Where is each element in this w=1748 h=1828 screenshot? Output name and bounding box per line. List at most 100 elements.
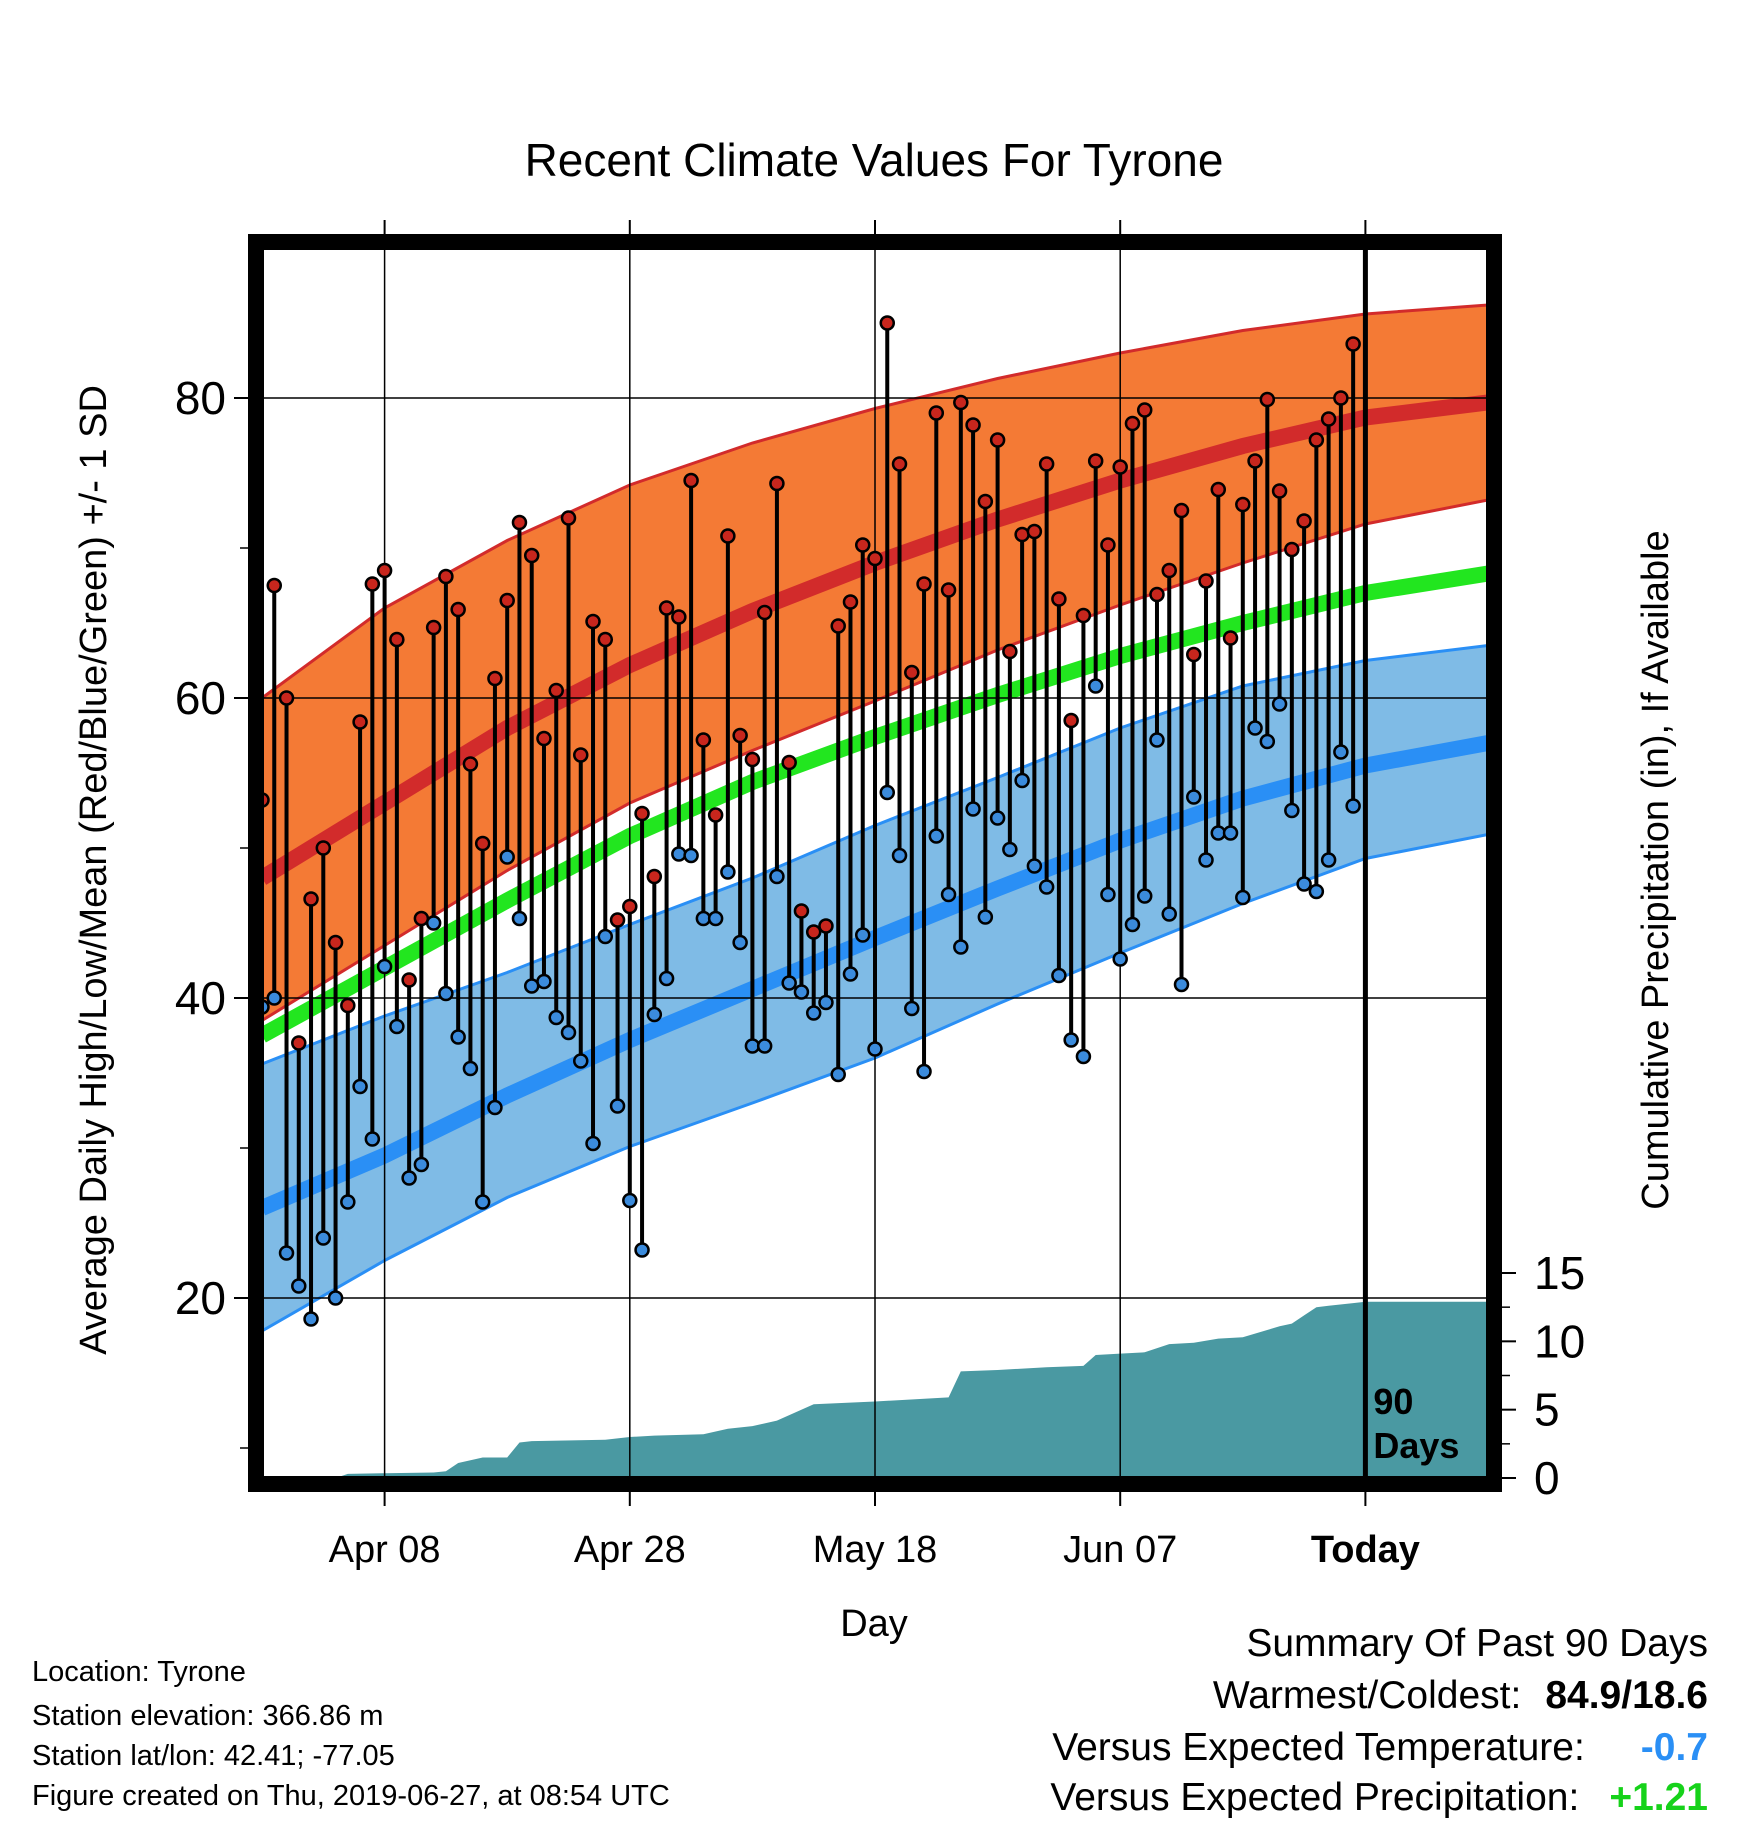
observed-high-point [1014, 526, 1030, 543]
observed-high-point [1247, 453, 1263, 469]
x-tick-label: May 18 [813, 1529, 938, 1571]
observed-high-point [450, 601, 466, 618]
observed-high-point [1136, 402, 1153, 418]
observed-high-point [1296, 513, 1312, 529]
today-annotation-count: 90 [1373, 1381, 1413, 1422]
observed-high-point [511, 514, 528, 531]
observed-high-point [364, 576, 381, 592]
observed-high-point [1038, 456, 1055, 472]
station-elevation: Station elevation: 366.86 m [32, 1700, 384, 1732]
observed-low-point [732, 934, 748, 951]
observed-high-point [953, 394, 969, 411]
observed-high-point [879, 315, 896, 331]
observed-low-point [953, 939, 969, 955]
observed-low-point [683, 847, 699, 864]
observed-high-point [462, 756, 479, 772]
observed-high-point [474, 835, 491, 852]
observed-high-point [867, 550, 883, 567]
observed-high-point [1222, 630, 1239, 646]
observed-low-point [818, 994, 834, 1011]
observed-low-point [597, 928, 614, 945]
observed-high-point [389, 631, 405, 648]
observed-low-point [499, 849, 515, 865]
observed-low-point [291, 1278, 307, 1294]
y2-tick-label: 0 [1534, 1452, 1560, 1504]
precipitation-anomaly-value: +1.21 [1609, 1776, 1708, 1819]
observed-high-point [291, 1035, 307, 1051]
observed-low-point [389, 1018, 405, 1035]
observed-high-point [376, 562, 393, 579]
observed-high-point [842, 594, 859, 610]
observed-high-point [695, 732, 712, 748]
observed-high-point [266, 577, 283, 594]
observed-low-point [364, 1131, 381, 1147]
observed-low-point [940, 886, 957, 903]
observed-high-point [756, 604, 773, 621]
observed-high-point [916, 576, 932, 592]
y2-axis-label: Cumulative Precipitation (in), If Availa… [1635, 530, 1677, 1209]
observed-low-point [854, 927, 871, 943]
observed-high-point [1259, 391, 1276, 408]
observed-low-point [830, 1066, 846, 1083]
observed-high-point [904, 664, 920, 681]
observed-low-point [585, 1135, 601, 1152]
observed-high-point [707, 807, 724, 823]
observed-low-point [560, 1024, 577, 1041]
observed-low-point [376, 958, 393, 975]
observed-low-point [474, 1194, 491, 1210]
precipitation-area [262, 1301, 1488, 1478]
observed-low-point [1296, 876, 1312, 892]
observed-low-point [401, 1170, 417, 1186]
observed-high-point [609, 912, 626, 928]
observed-high-point [523, 547, 540, 564]
observed-high-point [830, 618, 846, 634]
observed-high-point [744, 751, 761, 768]
observed-low-point [634, 1242, 650, 1258]
observed-high-point [1100, 537, 1116, 553]
summary-temperature: Versus Expected Temperature: -0.7 [1052, 1728, 1708, 1767]
observed-high-point [352, 714, 368, 730]
x-tick-label: Apr 08 [329, 1529, 441, 1571]
observed-high-point [1320, 411, 1337, 427]
observed-high-point [1308, 432, 1325, 448]
observed-low-point [1259, 733, 1276, 750]
observed-high-point [634, 805, 650, 822]
y-tick-label: 20 [175, 1272, 226, 1324]
observed-high-point [989, 432, 1006, 448]
observed-high-point [1063, 712, 1079, 729]
observed-low-point [1345, 798, 1361, 814]
observed-low-point [671, 846, 687, 862]
observed-high-point [487, 670, 503, 687]
observed-high-point [1173, 502, 1190, 519]
plot-content [262, 248, 1488, 1478]
observed-high-point [1186, 646, 1202, 663]
y2-tick-label: 5 [1534, 1384, 1560, 1436]
observed-high-point [793, 903, 810, 919]
observed-high-point [720, 528, 736, 544]
plot-frame [248, 234, 1502, 1492]
observed-high-point [1345, 336, 1361, 352]
observed-high-point [1112, 459, 1128, 475]
observed-high-point [303, 891, 319, 907]
observed-high-point [327, 934, 344, 951]
observed-low-point [904, 1000, 920, 1017]
observed-high-point [438, 568, 454, 585]
observed-high-point [1075, 607, 1092, 624]
observed-low-point [756, 1038, 773, 1054]
observed-low-point [1284, 802, 1300, 819]
observed-low-point [1149, 732, 1165, 748]
observed-low-point [450, 1029, 466, 1045]
observed-high-point [818, 918, 834, 934]
observed-high-point [573, 747, 589, 763]
observed-high-point [1149, 586, 1165, 603]
station-location: Location: Tyrone [32, 1656, 246, 1688]
observed-low-point [266, 990, 283, 1006]
x-tick-label-today: Today [1311, 1529, 1420, 1571]
observed-high-point [1198, 573, 1214, 589]
observed-low-point [1320, 852, 1337, 868]
warmest-coldest-label: Warmest/Coldest: [1212, 1674, 1522, 1717]
observed-high-point [315, 840, 332, 856]
observed-low-point [1026, 858, 1043, 874]
